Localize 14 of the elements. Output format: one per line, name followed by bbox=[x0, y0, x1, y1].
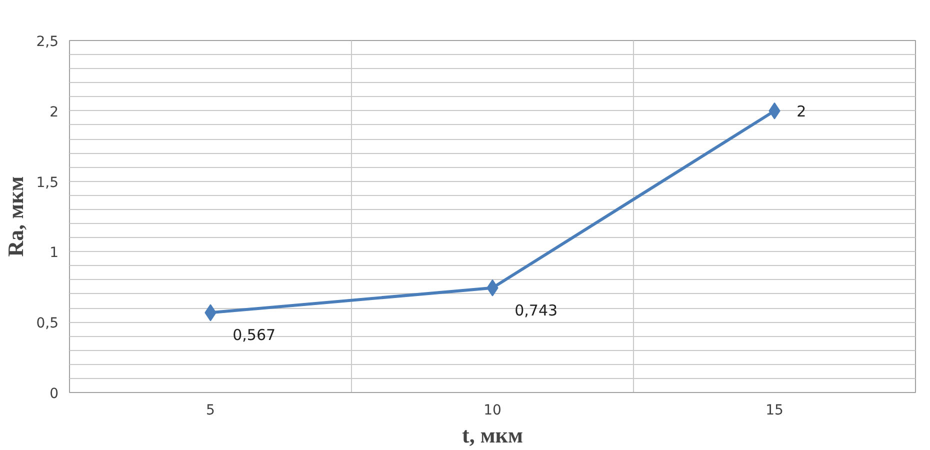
x-tick-label: 5 bbox=[206, 402, 215, 418]
y-tick-label: 2,5 bbox=[36, 34, 58, 50]
y-axis-title: Ra, мкм bbox=[3, 176, 28, 257]
y-tick-label: 2 bbox=[50, 104, 59, 120]
text: 2 bbox=[796, 102, 806, 120]
y-tick-label: 0,5 bbox=[36, 316, 58, 332]
text: 0,567 bbox=[232, 326, 276, 344]
y-tick-label: 1 bbox=[50, 245, 59, 262]
y-tick-label: 1,5 bbox=[36, 174, 58, 191]
text: 0,743 bbox=[514, 301, 558, 320]
x-tick-label: 15 bbox=[766, 402, 784, 418]
x-tick-label: 10 bbox=[484, 402, 502, 418]
x-axis-title: t, мкм bbox=[462, 422, 523, 448]
y-tick-label: 0 bbox=[50, 386, 59, 402]
